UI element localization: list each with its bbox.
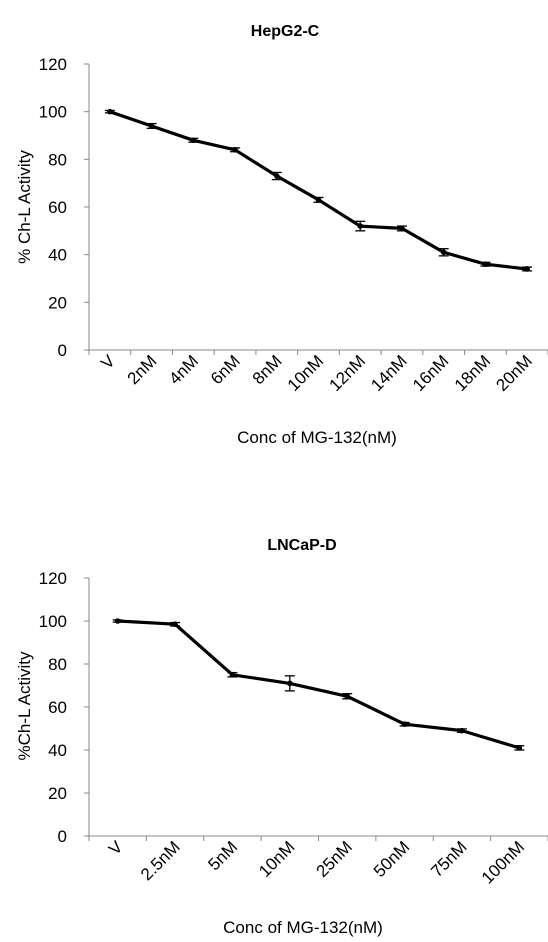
- x-axis-label: Conc of MG-132(nM): [237, 428, 397, 447]
- data-point: [148, 123, 155, 129]
- x-tick-label: 4nM: [165, 351, 202, 388]
- y-tick-label: 60: [48, 698, 67, 717]
- y-tick-label: 100: [39, 612, 67, 631]
- x-tick-label: 18nM: [451, 351, 495, 395]
- data-point: [482, 261, 489, 268]
- y-tick-label: 80: [48, 655, 67, 674]
- data-point: [190, 137, 197, 144]
- data-point: [232, 147, 238, 153]
- data-point: [401, 721, 408, 727]
- x-tick-label: V: [105, 837, 127, 859]
- data-point: [172, 621, 178, 628]
- x-tick-label: V: [97, 351, 119, 373]
- data-point: [273, 173, 280, 179]
- data-point: [114, 618, 121, 624]
- data-point: [459, 727, 465, 734]
- y-tick-label: 80: [48, 150, 67, 169]
- x-tick-label: 100nM: [478, 837, 528, 887]
- y-tick-label: 120: [39, 569, 67, 588]
- y-tick-label: 40: [48, 741, 67, 760]
- hepg2-chart: HepG2-C Conc of MG-132(nM) % Ch-L Activi…: [15, 23, 548, 447]
- y-tick-label: 0: [58, 341, 67, 360]
- series-line: [117, 619, 520, 750]
- y-tick-label: 0: [58, 827, 67, 846]
- data-point: [357, 223, 364, 229]
- y-tick-label: 20: [48, 784, 67, 803]
- y-tick-label: 100: [39, 103, 67, 122]
- x-tick-label: 16nM: [409, 351, 453, 395]
- y-tick-label: 20: [48, 293, 67, 312]
- x-axis-label: Conc of MG-132(nM): [223, 918, 383, 937]
- data-point: [287, 680, 293, 687]
- x-tick-label: 2nM: [124, 351, 161, 388]
- y-tick-label: 60: [48, 198, 67, 217]
- x-tick-label: 10nM: [255, 837, 299, 881]
- y-axis-label: %Ch-L Activity: [15, 651, 34, 760]
- y-axis-label: % Ch-L Activity: [15, 150, 34, 264]
- chart-title: LNCaP-D: [267, 537, 336, 554]
- data-point: [229, 671, 236, 678]
- x-tick-label: 75nM: [427, 837, 471, 881]
- data-point: [399, 225, 405, 232]
- x-tick-label: 5nM: [204, 837, 241, 874]
- x-tick-label: 14nM: [367, 351, 411, 395]
- x-tick-label: 25nM: [313, 837, 357, 881]
- series-line: [109, 110, 528, 271]
- lncap-chart: LNCaP-D Conc of MG-132(nM) %Ch-L Activit…: [15, 537, 548, 937]
- data-point: [315, 197, 322, 203]
- x-tick-label: 8nM: [249, 351, 286, 388]
- data-point: [440, 249, 447, 256]
- x-tick-label: 12nM: [326, 351, 370, 395]
- x-tick-label: 50nM: [370, 837, 414, 881]
- data-point: [516, 745, 523, 751]
- data-point: [524, 266, 530, 272]
- y-tick-label: 40: [48, 246, 67, 265]
- x-tick-label: 2.5nM: [137, 837, 184, 884]
- data-point: [344, 693, 350, 700]
- x-tick-label: 10nM: [284, 351, 328, 395]
- chart-title: HepG2-C: [251, 23, 320, 40]
- y-tick-label: 120: [39, 55, 67, 74]
- x-tick-label: 20nM: [492, 351, 536, 395]
- data-point: [107, 108, 113, 115]
- x-tick-label: 6nM: [207, 351, 244, 388]
